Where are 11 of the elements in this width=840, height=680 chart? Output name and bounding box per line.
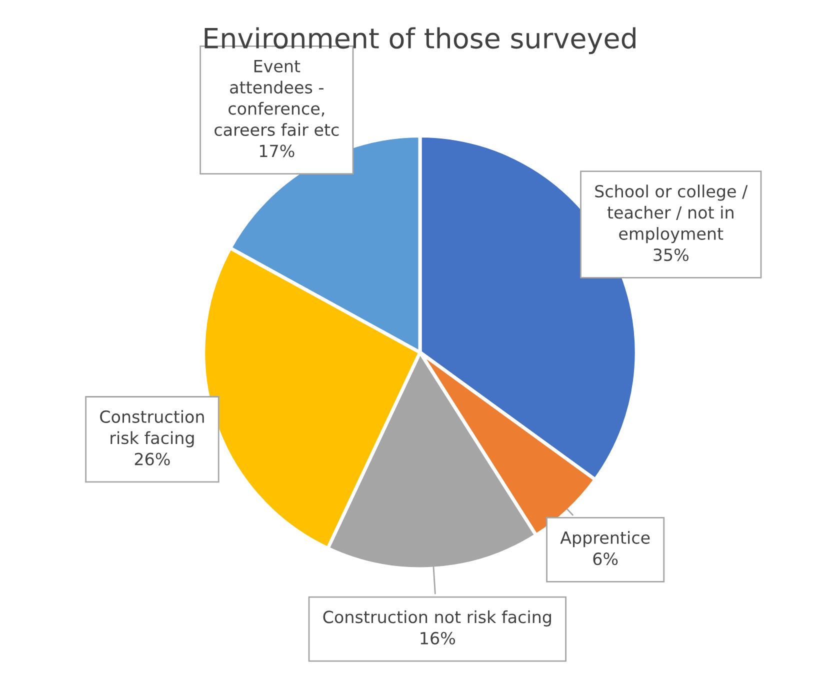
slice-label: Construction not risk facing [323,610,551,626]
slice-label: School or college / teacher / not in employment [595,184,748,244]
data-label: 35% [654,248,688,262]
chart-title: Environment of those surveyed [204,27,636,54]
data-label: 17% [260,144,294,158]
slice-label: Apprentice [560,531,650,548]
slice-label: Event attendees - conference, careers fair etc [214,60,339,136]
data-label: 26% [134,452,170,466]
data-label: 16% [420,632,456,644]
slice-label: Construction risk facing [100,410,204,448]
data-label: 6% [593,552,618,566]
